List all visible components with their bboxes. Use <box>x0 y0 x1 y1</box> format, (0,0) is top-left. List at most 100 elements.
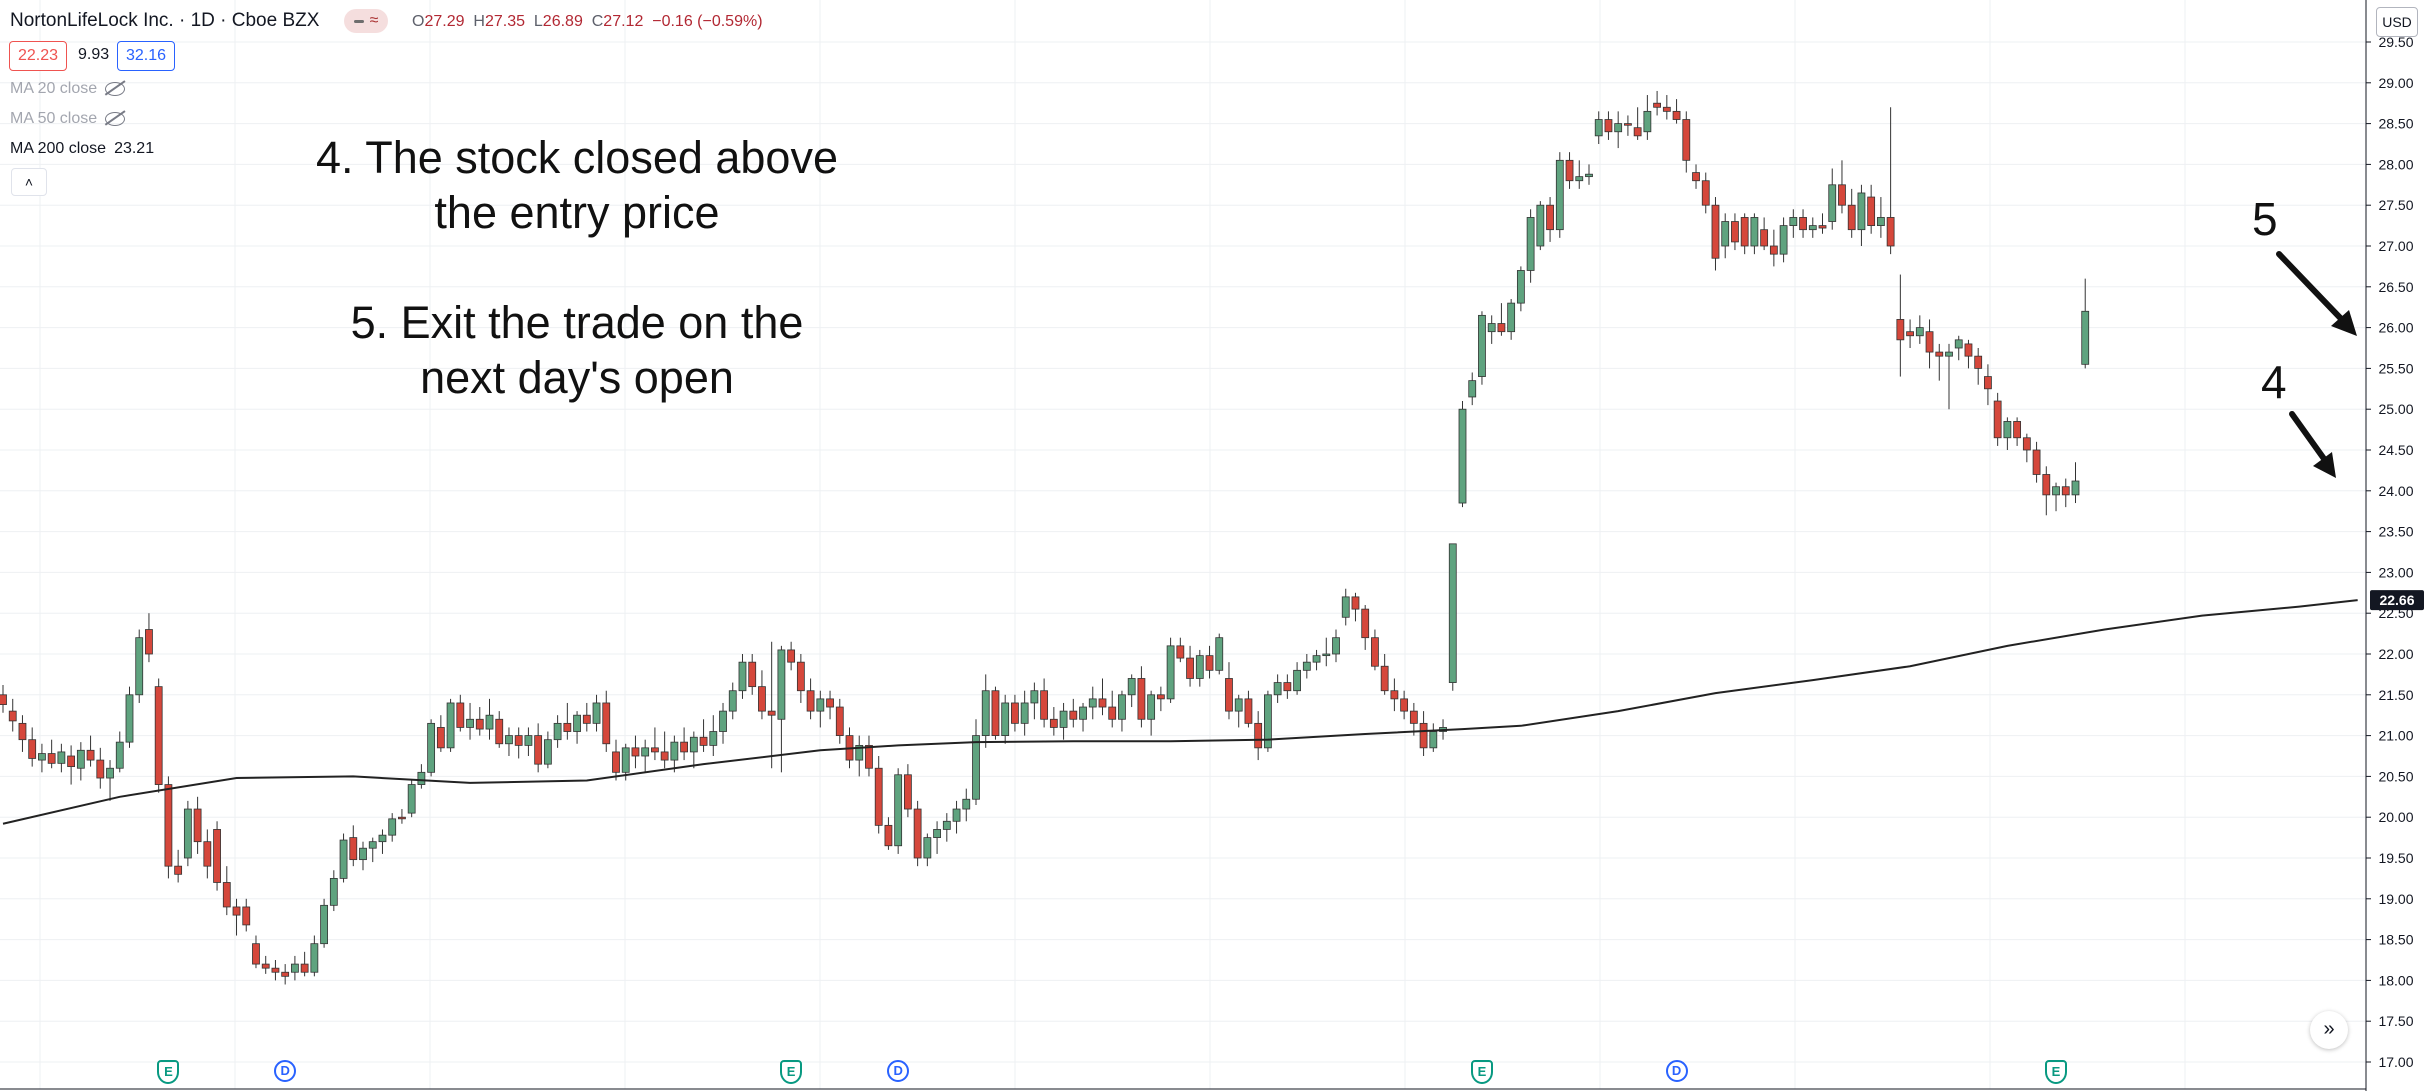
candle-body <box>602 702 611 745</box>
ask-price[interactable]: 32.16 <box>117 41 176 71</box>
candle-body <box>1799 217 1807 231</box>
candle-body <box>378 834 387 843</box>
candle-body <box>398 816 406 820</box>
candle-body <box>1166 645 1175 700</box>
candle-body <box>1925 331 1934 353</box>
candle-body <box>767 710 776 716</box>
candle <box>1964 339 1973 369</box>
currency-button[interactable]: USD <box>2376 7 2418 37</box>
candle <box>524 727 533 756</box>
candle-body <box>1478 314 1486 377</box>
candle-body <box>407 784 416 814</box>
earnings-marker[interactable]: E <box>157 1060 180 1084</box>
scroll-to-realtime-button[interactable]: » <box>2310 1011 2348 1049</box>
candle-body <box>1283 682 1292 692</box>
candle-body <box>1711 204 1720 259</box>
candle-body <box>1828 184 1837 222</box>
candle-body <box>329 878 338 906</box>
candle-body <box>1030 690 1039 704</box>
candle <box>991 686 1000 740</box>
candle-body <box>1585 173 1593 178</box>
candle <box>543 731 552 769</box>
candle-body <box>1351 596 1360 610</box>
candle <box>145 613 153 663</box>
earnings-marker[interactable]: E <box>780 1060 803 1084</box>
candle-body <box>436 727 445 749</box>
candle <box>1312 649 1321 671</box>
candle-body <box>495 718 504 745</box>
candle-body <box>1400 698 1409 712</box>
candle <box>641 739 650 773</box>
candle <box>329 870 338 912</box>
earnings-marker[interactable]: E <box>1470 1060 1493 1084</box>
candle <box>1624 115 1632 136</box>
candle <box>2042 466 2051 516</box>
candle <box>1789 209 1798 238</box>
candle-body <box>1371 637 1379 667</box>
chart-grid <box>0 0 2366 1089</box>
candle-body <box>18 722 27 741</box>
price-tick-label: 17.00 <box>2378 1054 2413 1070</box>
candle-body <box>1390 690 1399 700</box>
candle-body <box>1429 731 1438 749</box>
candle-body <box>1225 678 1233 712</box>
candle <box>1711 197 1720 271</box>
candle-body <box>96 759 105 779</box>
symbol-title[interactable]: NortonLifeLock Inc. · 1D · Cboe BZX <box>10 10 320 31</box>
candle <box>1215 633 1224 675</box>
candle-body <box>154 686 163 785</box>
candle <box>1361 605 1370 650</box>
candle-body <box>1497 323 1506 333</box>
candle-body <box>1205 655 1214 671</box>
dividend-marker[interactable]: D <box>887 1060 910 1082</box>
indicator-ma50[interactable]: MA 50 close <box>10 110 126 128</box>
dividend-marker[interactable]: D <box>1665 1060 1688 1082</box>
candle-body <box>835 706 844 736</box>
candle <box>115 731 124 773</box>
candle-body <box>1458 408 1467 504</box>
candle-body <box>1808 225 1817 231</box>
candle <box>1108 690 1117 728</box>
candle <box>1808 217 1817 238</box>
candle-body <box>543 739 552 765</box>
candle-body <box>1633 127 1642 137</box>
collapse-indicators-button[interactable]: ˄ <box>11 168 47 196</box>
candle <box>738 654 747 699</box>
candle-body <box>1186 657 1194 679</box>
candle-body <box>1974 355 1983 369</box>
candle-body <box>1886 217 1895 247</box>
bid-price[interactable]: 22.23 <box>9 41 68 71</box>
candle-body <box>612 751 620 773</box>
candle <box>796 654 805 703</box>
eye-hidden-icon[interactable] <box>105 82 126 96</box>
candle <box>1176 637 1185 663</box>
candle-body <box>222 882 231 908</box>
candle <box>106 760 114 801</box>
candle <box>699 719 708 752</box>
candle <box>1867 184 1876 234</box>
candle-body <box>76 749 85 769</box>
indicator-ma20[interactable]: MA 20 close <box>10 80 126 98</box>
candle <box>1487 315 1496 344</box>
candle <box>300 951 309 977</box>
price-tick-label: 23.00 <box>2378 564 2413 580</box>
candle <box>281 964 290 985</box>
candle-body <box>1341 596 1350 618</box>
candle-body <box>1915 327 1924 337</box>
chart-mode-toggle[interactable]: ≈ <box>344 9 388 33</box>
candle <box>1147 690 1156 736</box>
annotation-step5: 5. Exit the trade on the next day's open <box>350 297 804 403</box>
candle <box>1838 160 1846 214</box>
last-price-badge <box>2370 590 2424 611</box>
dividend-marker[interactable]: D <box>274 1060 297 1082</box>
earnings-marker[interactable]: E <box>2045 1060 2068 1084</box>
eye-hidden-icon[interactable] <box>105 112 126 126</box>
candle-body <box>174 865 183 875</box>
price-tick-label: 21.00 <box>2378 728 2413 744</box>
candle <box>427 719 436 777</box>
candle-body <box>261 963 270 969</box>
candle <box>1721 213 1730 259</box>
candle <box>18 715 27 752</box>
indicator-ma200[interactable]: MA 200 close 23.21 <box>10 140 155 157</box>
